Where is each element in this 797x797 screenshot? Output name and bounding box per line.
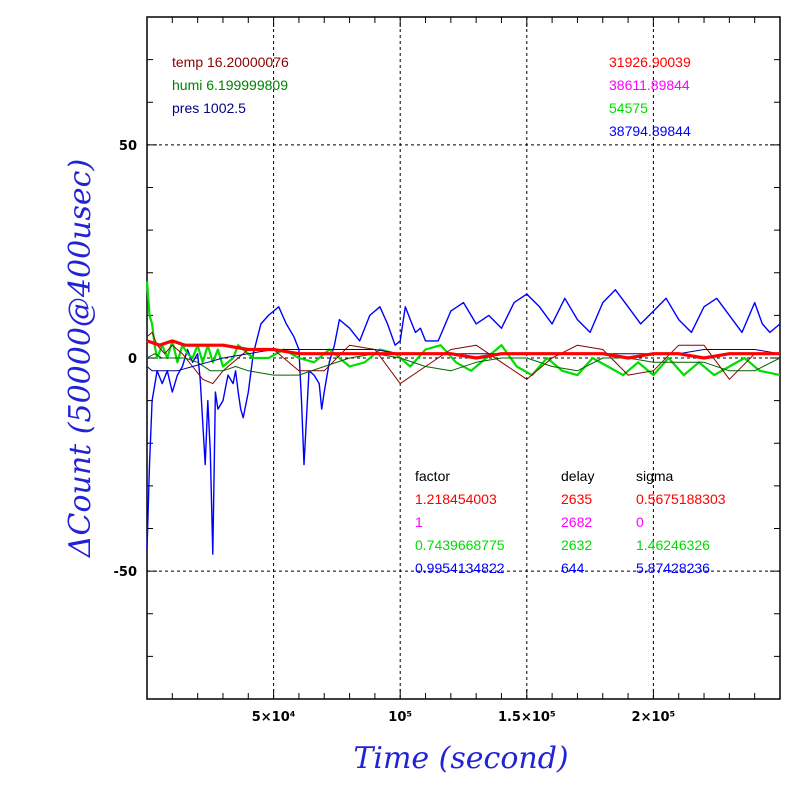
stats-sigma: 1.46246326 — [636, 537, 710, 553]
env-label: temp 16.20000076 — [172, 54, 289, 70]
env-label: pres 1002.5 — [172, 100, 246, 116]
series-line-5 — [146, 339, 780, 360]
y-axis-title: ΔCount (50000@400usec) — [63, 159, 98, 558]
y-tick-label: 50 — [119, 139, 137, 154]
stats-delay: 644 — [561, 560, 585, 576]
stats-header: factor — [415, 468, 450, 484]
stats-factor: 0.9954134822 — [415, 560, 505, 576]
x-tick-label: 1.5×10⁵ — [498, 710, 556, 725]
count-label: 38794.89844 — [609, 123, 691, 139]
stats-factor: 0.7439668775 — [415, 537, 505, 553]
series-line-1 — [145, 281, 781, 377]
series-layer — [145, 281, 781, 555]
y-tick-label: -50 — [114, 565, 138, 580]
stats-delay: 2632 — [561, 537, 592, 553]
plot-area — [146, 16, 781, 700]
series-line-2 — [146, 331, 780, 385]
count-label: 31926.90039 — [609, 54, 691, 70]
annotations: temp 16.20000076 humi 6.199999809 pres 100… — [172, 54, 726, 576]
x-tick-label: 10⁵ — [388, 710, 412, 725]
stats-sigma: 0.5675188303 — [636, 491, 726, 507]
stats-header: sigma — [636, 468, 674, 484]
y-tick-label: 0 — [128, 352, 137, 367]
series-line-3 — [146, 353, 781, 376]
axis-ticks: 5×10⁴ 10⁵ 1.5×10⁵ 2×10⁵ 50 0 -50 — [114, 17, 780, 725]
stats-factor: 1 — [415, 514, 423, 530]
stats-sigma: 5.87428236 — [636, 560, 710, 576]
count-label: 38611.89844 — [609, 77, 690, 93]
stats-delay: 2682 — [561, 514, 592, 530]
stats-sigma: 0 — [636, 514, 644, 530]
x-tick-label: 2×10⁵ — [632, 710, 676, 725]
stats-factor: 1.218454003 — [415, 491, 497, 507]
count-label: 54575 — [609, 100, 648, 116]
x-tick-label: 5×10⁴ — [252, 710, 296, 725]
stats-header: delay — [561, 468, 594, 484]
x-axis-title: Time (second) — [353, 741, 568, 776]
stats-delay: 2635 — [561, 491, 592, 507]
env-label: humi 6.199999809 — [172, 77, 288, 93]
